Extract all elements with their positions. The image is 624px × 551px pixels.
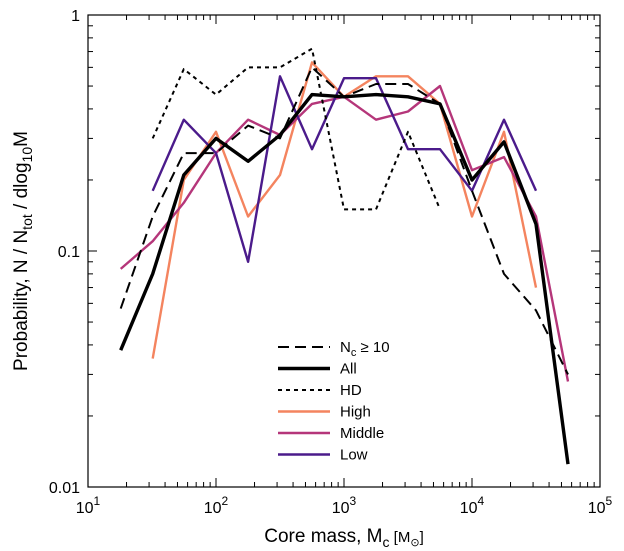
legend-label: All bbox=[340, 361, 357, 378]
series-line-high bbox=[151, 61, 538, 359]
series-line-low bbox=[151, 75, 538, 263]
y-tick-label: 0.01 bbox=[49, 480, 80, 497]
legend-label: High bbox=[340, 404, 371, 421]
x-tick-label: 103 bbox=[332, 494, 357, 517]
legend-label: Nc ≥ 10 bbox=[340, 339, 390, 359]
series-layer bbox=[119, 47, 570, 465]
series-line-all bbox=[119, 92, 570, 465]
x-tick-labels: 101 102 103 104 105 bbox=[76, 494, 613, 517]
series-line-hd bbox=[151, 47, 441, 211]
legend-label: HD bbox=[340, 382, 362, 399]
x-axis-label: Core mass, Mc [M⊙] bbox=[264, 526, 423, 550]
legend-label: Low bbox=[340, 447, 368, 464]
x-tick-label: 101 bbox=[76, 494, 101, 517]
x-tick-label: 104 bbox=[460, 494, 485, 517]
y-axis-label: Probability, N / Ntot / dlog10M bbox=[11, 131, 35, 371]
series-line-middle bbox=[119, 84, 570, 382]
x-tick-label: 102 bbox=[204, 494, 229, 517]
axis-ticks bbox=[87, 14, 601, 488]
series-line-n bbox=[119, 66, 569, 375]
x-tick-label: 105 bbox=[588, 494, 613, 517]
y-tick-label: 1 bbox=[71, 8, 80, 25]
y-tick-labels: 0.01 0.1 1 bbox=[49, 8, 80, 497]
legend: Nc ≥ 10 All HD High Middle Low bbox=[278, 339, 390, 464]
legend-label: Middle bbox=[340, 425, 384, 442]
y-tick-label: 0.1 bbox=[58, 244, 80, 261]
